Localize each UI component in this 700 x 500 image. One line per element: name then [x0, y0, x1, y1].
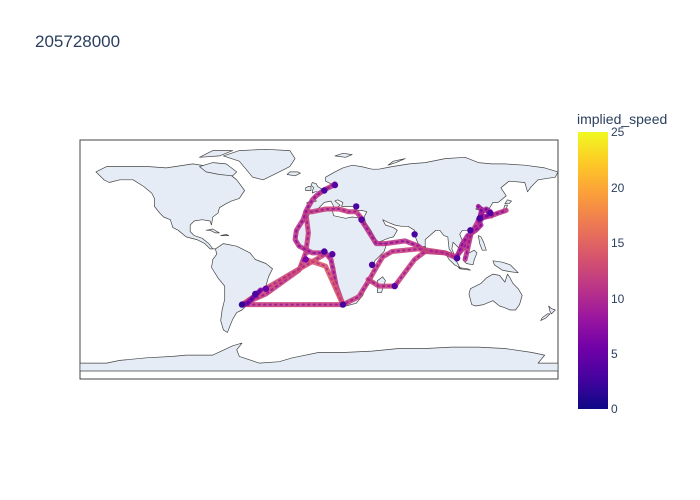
- port-point-0[interactable]: [238, 301, 246, 308]
- colorbar-title: implied_speed: [577, 111, 668, 127]
- colorbar-tick-5: 5: [611, 347, 618, 361]
- colorbar: [578, 132, 608, 409]
- landmass-australia: [468, 273, 523, 311]
- port-point-10[interactable]: [476, 215, 483, 222]
- landmass-south-america: [211, 243, 273, 333]
- landmass-eurasia: [306, 156, 559, 259]
- landmass-baffin-island: [199, 162, 238, 177]
- port-point-16[interactable]: [262, 285, 270, 292]
- port-point-15[interactable]: [411, 231, 418, 238]
- port-point-12[interactable]: [487, 209, 494, 217]
- port-point-4[interactable]: [339, 301, 347, 308]
- port-point-11[interactable]: [467, 227, 474, 234]
- landmass-hispaniola: [220, 233, 230, 236]
- landmass-ellesmere: [199, 150, 234, 158]
- port-point-13[interactable]: [368, 261, 376, 268]
- landmass-new-guinea: [492, 260, 519, 274]
- port-point-6[interactable]: [321, 187, 328, 194]
- land-layer: [79, 148, 559, 372]
- landmass-ireland: [305, 186, 312, 191]
- port-point-2[interactable]: [321, 248, 328, 255]
- landmass-greenland: [223, 148, 296, 181]
- port-point-9[interactable]: [453, 255, 461, 262]
- landmass-svalbard: [334, 152, 353, 158]
- map-title: 205728000: [35, 32, 121, 51]
- landmass-cuba: [205, 228, 220, 234]
- landmass-new-zealand-south: [540, 313, 551, 321]
- landmass-iceland: [286, 171, 301, 177]
- port-point-14[interactable]: [391, 282, 398, 290]
- port-point-3[interactable]: [329, 251, 336, 258]
- port-point-5[interactable]: [358, 216, 365, 223]
- landmass-new-zealand-north: [548, 305, 556, 315]
- colorbar-tick-0: 0: [611, 402, 618, 416]
- landmass-antarctica: [79, 342, 559, 372]
- route-points-2: [241, 247, 459, 306]
- route-points-11: [464, 229, 473, 261]
- port-point-1[interactable]: [252, 290, 259, 298]
- colorbar-tick-15: 15: [611, 236, 625, 250]
- landmass-novaya-zemlya: [387, 158, 406, 166]
- port-point-17[interactable]: [302, 256, 309, 263]
- port-point-8[interactable]: [353, 203, 360, 210]
- colorbar-tick-10: 10: [611, 292, 625, 306]
- landmass-philippines: [477, 235, 487, 251]
- route-points-5: [304, 258, 344, 306]
- colorbar-tick-25: 25: [611, 125, 625, 139]
- landmass-java: [458, 267, 471, 271]
- colorbar-tick-20: 20: [611, 181, 625, 195]
- landmass-hokkaido: [504, 199, 512, 205]
- route-points-9: [241, 289, 262, 306]
- port-layer: [238, 181, 494, 308]
- port-point-7[interactable]: [331, 181, 339, 189]
